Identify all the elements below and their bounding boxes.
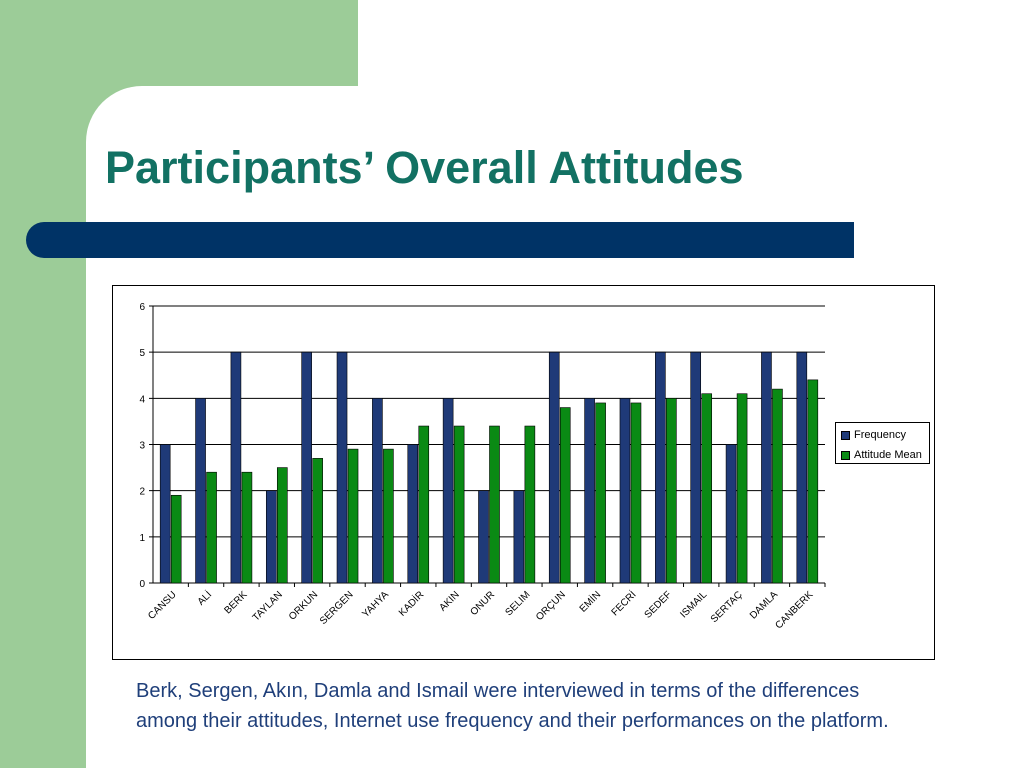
bar-attitude-mean (347, 448, 359, 584)
legend-label-attitude-mean: Attitude Mean (854, 449, 922, 461)
bar-attitude-mean (241, 471, 253, 584)
x-tick-label: ONUR (469, 589, 498, 618)
bar-frequency (195, 398, 206, 584)
x-tick-label: BERK (223, 589, 250, 616)
x-tick-label: ALİ (194, 588, 214, 608)
chart-frame: 0 1 2 3 4 5 6 CANSU ALİ BERK TAYLAN ORKUN SERGEN YAHY… (112, 285, 935, 660)
bar-frequency (548, 351, 560, 584)
bar-frequency (372, 398, 383, 584)
bar-frequency (265, 490, 277, 584)
y-tick-label: 1 (139, 533, 145, 544)
x-tick-label: KADİR (396, 588, 427, 619)
bar-attitude-mean (772, 388, 783, 584)
bar-attitude-mean (276, 467, 288, 584)
x-tick-label: CANSU (146, 589, 179, 622)
legend-item-attitude-mean: Attitude Mean (841, 449, 922, 461)
bar-frequency (619, 398, 631, 584)
x-tick-label: ORÇUN (534, 589, 568, 623)
x-tick-label: ORKUN (287, 589, 320, 622)
x-tick-label: SERTAÇ (709, 589, 745, 625)
chart-legend: Frequency Attitude Mean (835, 422, 930, 464)
bar-attitude-mean (736, 393, 748, 584)
bar-frequency (336, 351, 348, 584)
bar-attitude-mean (701, 393, 713, 584)
x-tick-label: EMİN (576, 588, 603, 615)
bar-frequency (442, 398, 454, 584)
x-tick-label: SELIM (503, 589, 532, 618)
bar-attitude-mean (453, 425, 465, 584)
bar-attitude-mean (559, 407, 571, 584)
legend-swatch-attitude-mean (841, 450, 850, 460)
x-tick-label: ISMAIL (678, 589, 709, 620)
x-tick-label: FECRİ (608, 588, 638, 618)
slide-title: Participants’ Overall Attitudes (105, 142, 744, 193)
y-tick-label: 0 (139, 579, 145, 590)
slide-caption: Berk, Sergen, Akın, Damla and Ismail wer… (136, 680, 889, 732)
x-tick-label: AKIN (437, 589, 461, 613)
bar-frequency (301, 351, 312, 584)
bar-frequency (478, 490, 489, 584)
bar-attitude-mean (524, 425, 536, 584)
bar-frequency (690, 351, 702, 584)
x-tick-label: DAMLA (748, 589, 780, 621)
x-tick-label: TAYLAN (251, 589, 285, 623)
y-tick-label: 6 (139, 302, 145, 313)
bar-attitude-mean (666, 398, 677, 584)
legend-swatch-frequency (841, 430, 850, 440)
bar-attitude-mean (383, 448, 394, 584)
bar-frequency (655, 351, 666, 584)
bar-attitude-mean (595, 402, 606, 584)
bar-attitude-mean (630, 402, 642, 584)
bar-attitude-mean (807, 379, 819, 584)
bar-frequency (159, 444, 171, 584)
legend-label-frequency: Frequency (854, 429, 906, 441)
y-tick-label: 3 (139, 441, 145, 452)
bar-attitude-mean (489, 425, 500, 584)
x-tick-label: SERGEN (318, 589, 356, 627)
bar-frequency (513, 490, 525, 584)
legend-item-frequency: Frequency (841, 429, 906, 441)
x-tick-label: SEDEF (643, 589, 674, 620)
bar-frequency (796, 351, 808, 584)
bar-frequency (407, 444, 419, 584)
bar-frequency (761, 351, 772, 584)
bar-frequency (230, 351, 242, 584)
y-tick-label: 4 (139, 394, 145, 405)
bar-attitude-mean (206, 471, 217, 584)
title-band (26, 222, 854, 258)
x-tick-label: YAHYA (360, 589, 391, 620)
y-tick-label: 5 (139, 348, 145, 359)
y-tick-label: 2 (139, 487, 145, 498)
bar-frequency (584, 398, 595, 584)
bar-attitude-mean (170, 494, 182, 584)
bar-attitude-mean (312, 458, 323, 584)
x-tick-label: CANBERK (773, 589, 815, 631)
bar-frequency (725, 444, 737, 584)
bar-attitude-mean (418, 425, 430, 584)
